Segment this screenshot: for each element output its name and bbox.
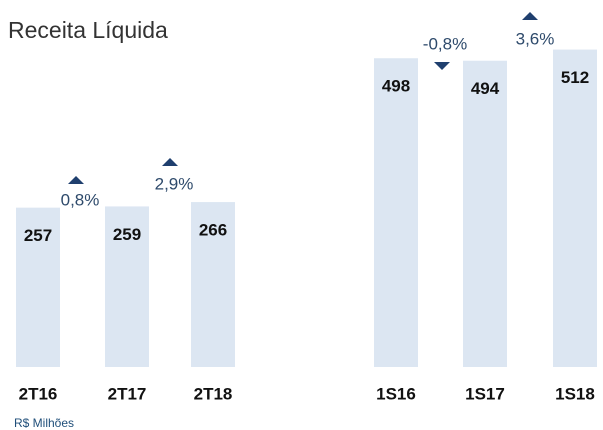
x-tick-label: 2T17 [108,384,147,403]
x-tick-label: 2T18 [194,384,233,403]
x-tick-label: 1S17 [465,384,505,403]
bar [463,60,507,367]
change-arrow [162,158,178,166]
change-label: 2,9% [155,174,194,193]
change-label: 0,8% [61,190,100,209]
value-label: 494 [471,79,500,98]
bar [16,207,60,367]
bar [105,206,149,367]
bar [553,49,597,368]
footnote: R$ Milhões [14,416,74,430]
value-label: 259 [113,225,141,244]
chart-title: Receita Líquida [8,17,168,43]
change-arrow [68,176,84,184]
x-tick-label: 1S18 [555,384,595,403]
change-label: 3,6% [516,29,555,48]
change-label: -0,8% [423,34,467,53]
value-label: 257 [24,226,52,245]
bar [374,58,418,368]
x-tick-label: 2T16 [19,384,58,403]
change-arrow [434,62,450,70]
bar [191,202,235,367]
value-label: 498 [382,77,410,96]
value-label: 266 [199,221,227,240]
change-arrow [522,12,538,20]
value-label: 512 [561,68,589,87]
x-tick-label: 1S16 [376,384,416,403]
